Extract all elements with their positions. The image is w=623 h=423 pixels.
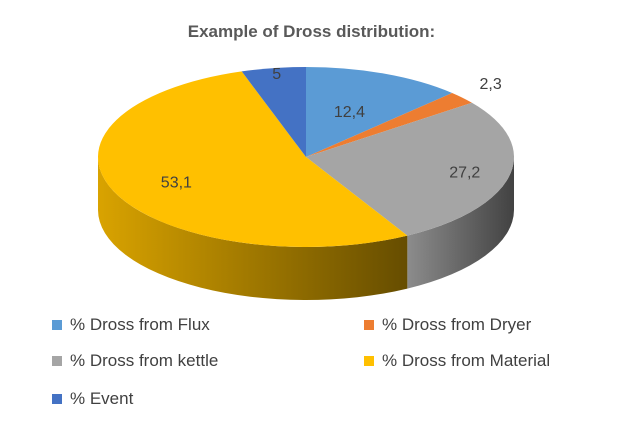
legend-label-event: % Event xyxy=(70,389,134,408)
pie-top-faces xyxy=(98,67,514,248)
slice-material xyxy=(98,71,408,248)
slice-dryer xyxy=(306,92,472,157)
legend-label-dryer: % Dross from Dryer xyxy=(382,315,532,334)
slice-flux xyxy=(306,67,453,157)
legend-swatch-kettle xyxy=(52,356,62,366)
data-label-event: 5 xyxy=(272,66,281,83)
legend-label-flux: % Dross from Flux xyxy=(70,315,210,334)
legend-item-kettle: % Dross from kettle xyxy=(52,351,218,371)
chart-title: Example of Dross distribution: xyxy=(187,22,436,41)
data-label-flux: 12,4 xyxy=(334,104,365,121)
pie-sides xyxy=(97,157,514,300)
legend-item-material: % Dross from Material xyxy=(364,351,550,371)
slice-event xyxy=(241,67,306,157)
legend-swatch-dryer xyxy=(364,320,374,330)
data-label-material: 53,1 xyxy=(161,174,192,191)
legend-label-kettle: % Dross from kettle xyxy=(70,351,219,370)
legend-item-flux: % Dross from Flux xyxy=(52,315,210,335)
slice-side-material xyxy=(97,157,408,300)
slice-kettle xyxy=(306,102,514,236)
pie-data-labels: 12,4 2,3 27,2 53,1 5 xyxy=(161,66,502,191)
slice-side-kettle xyxy=(407,157,514,289)
legend-label-material: % Dross from Material xyxy=(382,351,551,370)
legend-swatch-event xyxy=(52,394,62,404)
data-label-dryer: 2,3 xyxy=(479,76,501,93)
legend-item-dryer: % Dross from Dryer xyxy=(364,315,531,335)
legend-swatch-material xyxy=(364,356,374,366)
data-label-kettle: 27,2 xyxy=(449,164,480,181)
legend-item-event: % Event xyxy=(52,389,133,409)
legend-swatch-flux xyxy=(52,320,62,330)
